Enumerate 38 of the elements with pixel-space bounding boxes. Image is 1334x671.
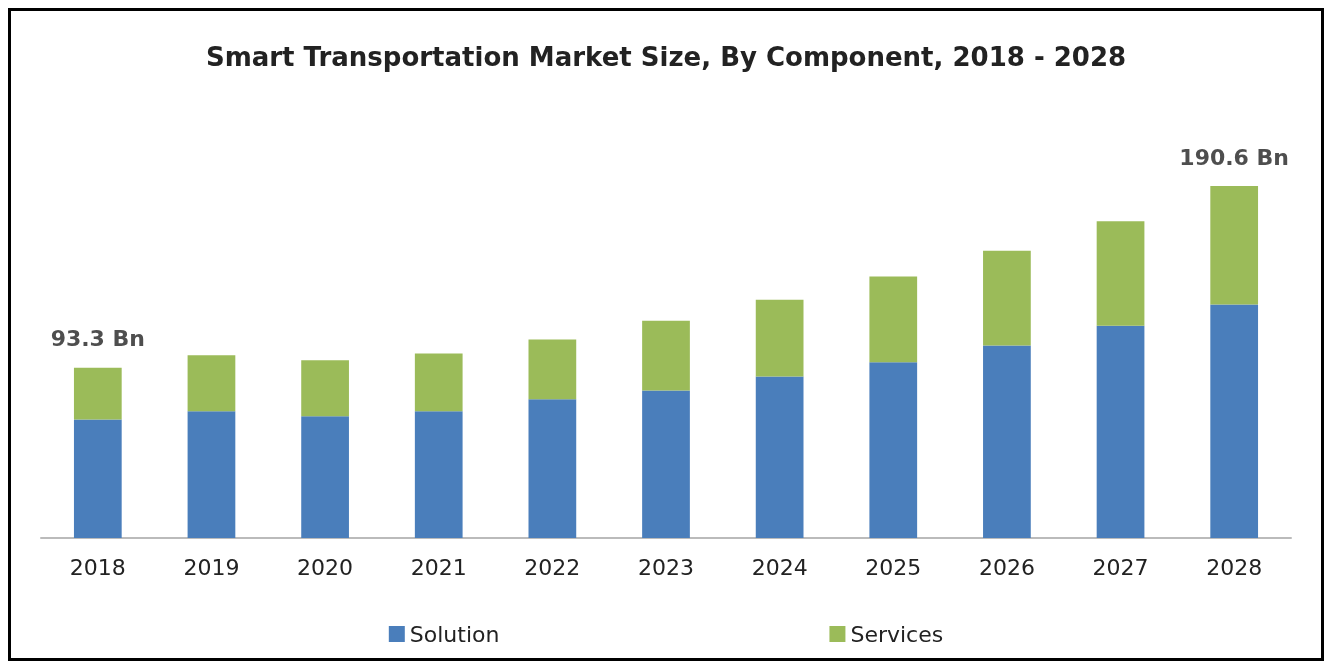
- x-tick-label: 2019: [183, 554, 240, 580]
- legend-label: Services: [850, 621, 944, 647]
- legend-label: Solution: [409, 621, 500, 647]
- bar: [1210, 186, 1259, 305]
- x-tick-label: 2027: [1092, 554, 1149, 580]
- bar: [869, 276, 918, 363]
- bar: [1096, 221, 1145, 326]
- chart-title: Smart Transportation Market Size, By Component, 2018 - 2028: [205, 42, 1127, 72]
- bar: [528, 339, 577, 400]
- bar: [755, 376, 804, 538]
- bar: [528, 399, 577, 538]
- annotation: 190.6 Bn: [1179, 144, 1290, 170]
- x-tick-label: 2028: [1206, 554, 1263, 580]
- x-tick-label: 2021: [410, 554, 467, 580]
- x-tick-label: 2020: [297, 554, 354, 580]
- bar: [983, 345, 1031, 538]
- bar: [642, 390, 690, 538]
- bar: [1210, 304, 1259, 538]
- bar: [869, 362, 918, 538]
- annotation: 93.3 Bn: [50, 326, 146, 352]
- bar: [187, 355, 236, 412]
- bar: [301, 416, 349, 538]
- bar: [414, 411, 463, 538]
- bar: [414, 353, 463, 412]
- x-tick-label: 2024: [751, 554, 808, 580]
- bar: [73, 367, 122, 420]
- bar: [983, 250, 1031, 346]
- bar: [755, 299, 804, 377]
- bar: [301, 360, 349, 417]
- x-tick-label: 2023: [638, 554, 694, 580]
- x-tick-label: 2026: [978, 554, 1035, 580]
- x-tick-label: 2025: [865, 554, 922, 580]
- bar: [187, 411, 236, 538]
- bar: [73, 419, 122, 538]
- x-tick-label: 2018: [69, 554, 126, 580]
- bar: [1096, 325, 1145, 538]
- x-tick-label: 2022: [524, 554, 581, 580]
- bar: [642, 320, 690, 391]
